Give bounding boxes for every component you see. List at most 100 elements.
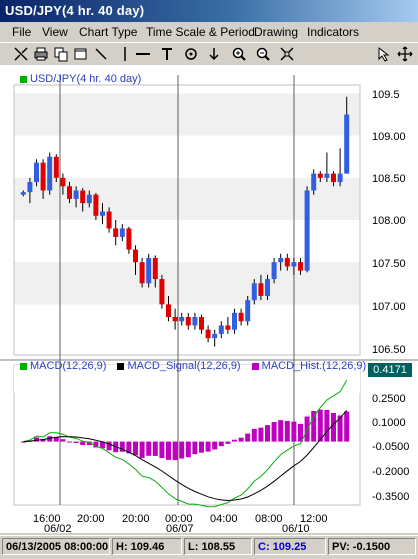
status-pv: PV: -0.1500 — [328, 538, 416, 555]
macd-last-value: 0.4171 — [368, 363, 412, 377]
candle-body — [185, 317, 191, 326]
candle-body — [298, 262, 303, 271]
status-high: H: 109.46 — [112, 538, 182, 555]
vertical-line-icon[interactable] — [116, 45, 134, 63]
macd-hist-bar — [225, 441, 231, 444]
macd-hist-bar — [60, 439, 66, 442]
x-tick: 00:00 — [165, 513, 193, 525]
chart-area[interactable]: USD/JPY(4 hr. 40 day) 109.5 109.00 108.5… — [0, 65, 418, 535]
move-icon[interactable] — [396, 45, 414, 63]
macd-hist-bar — [73, 441, 79, 443]
candle-body — [47, 156, 53, 191]
target-icon[interactable] — [182, 45, 200, 63]
candle-body — [172, 317, 178, 322]
candle-body — [271, 262, 277, 280]
copy-icon[interactable] — [52, 45, 70, 63]
menu-file[interactable]: File — [12, 25, 32, 39]
candle-body — [311, 173, 317, 191]
macd-hist-bar — [179, 441, 185, 459]
y-tick: 107.00 — [372, 301, 406, 313]
x-tick: 08:00 — [255, 513, 283, 525]
macd-hist-bar — [47, 436, 53, 442]
crosshair-icon[interactable] — [12, 45, 30, 63]
macd-hist-bar — [106, 441, 112, 451]
macd-bg — [14, 365, 360, 393]
x-date: 06/10 — [282, 523, 310, 535]
macd-hist-bar — [298, 423, 303, 442]
horizontal-line-icon[interactable] — [134, 45, 152, 63]
fit-icon[interactable] — [278, 45, 296, 63]
zoom-in-icon[interactable] — [230, 45, 248, 63]
signal-line — [23, 410, 348, 502]
menu-bar: File View Chart Type Time Scale & Period… — [0, 22, 418, 42]
candle-body — [251, 283, 257, 301]
macd-hist-bar — [172, 441, 178, 461]
menu-time-scale-period[interactable]: Time Scale & Period — [146, 25, 255, 39]
macd-hist-bar — [20, 441, 26, 443]
line-icon[interactable] — [92, 45, 110, 63]
menu-indicators[interactable]: Indicators — [307, 25, 360, 39]
macd-hist-bar — [311, 411, 317, 442]
candle-body — [291, 262, 297, 267]
cursor-icon[interactable] — [374, 45, 392, 63]
candle-body — [331, 173, 336, 183]
candle-body — [53, 156, 59, 178]
macd-hist-bar — [40, 439, 46, 442]
text-icon[interactable] — [158, 45, 176, 63]
candle-body — [60, 177, 66, 187]
macd-hist-bar — [126, 441, 132, 454]
zoom-box-icon[interactable] — [72, 45, 90, 63]
candle-body — [126, 228, 132, 250]
toolbar — [0, 42, 418, 66]
x-tick: 04:00 — [210, 513, 238, 525]
arrow-down-icon[interactable] — [205, 45, 223, 63]
menu-view[interactable]: View — [42, 25, 68, 39]
status-datetime: 06/13/2005 08:00:00 — [2, 538, 110, 555]
macd-hist-bar — [86, 441, 92, 446]
price-legend: USD/JPY(4 hr. 40 day) — [20, 73, 141, 85]
candle-body — [265, 279, 270, 296]
y-tick: 106.50 — [372, 344, 406, 356]
macd-hist-bar — [331, 412, 336, 442]
candle-body — [284, 257, 290, 267]
candle-body — [317, 173, 323, 178]
macd-hist-bar — [212, 441, 218, 450]
candle-body — [166, 304, 171, 318]
y-tick: 109.00 — [372, 131, 406, 143]
candle-body — [179, 317, 185, 322]
macd-legend-swatch — [20, 362, 27, 370]
candle-body — [304, 190, 310, 271]
macd-hist-bar — [166, 441, 171, 460]
macd-hist-bar — [258, 427, 264, 442]
macd-hist-bar — [185, 441, 191, 458]
macd-hist-bar — [278, 420, 284, 442]
candle-body — [159, 279, 165, 305]
status-low: L: 108.55 — [184, 538, 252, 555]
candle-body — [238, 312, 244, 322]
menu-drawing[interactable]: Drawing — [254, 25, 299, 39]
candle-body — [100, 211, 105, 216]
candle-body — [20, 192, 26, 195]
candle-body — [73, 190, 79, 199]
candle-body — [344, 114, 350, 174]
macd-y-tick: -0.3500 — [372, 491, 410, 503]
print-icon[interactable] — [32, 45, 50, 63]
candle-body — [133, 249, 138, 263]
macd-hist-bar — [139, 441, 145, 459]
status-close: C: 109.25 — [254, 538, 326, 555]
macd-hist-bar — [100, 441, 105, 449]
zoom-out-icon[interactable] — [254, 45, 272, 63]
candle-body — [139, 262, 145, 284]
macd-hist-bar — [152, 441, 158, 456]
macd-hist-bar — [67, 441, 72, 443]
candle-body — [232, 312, 237, 330]
candle-body — [80, 190, 86, 204]
hist-legend-swatch — [251, 362, 259, 370]
title-bar: USD/JPY(4 hr. 40 day) — [0, 0, 418, 22]
signal-legend-swatch — [117, 362, 125, 370]
menu-chart-type[interactable]: Chart Type — [79, 25, 138, 39]
candle-body — [106, 211, 112, 229]
macd-hist-bar — [251, 428, 257, 442]
candle-body — [337, 173, 343, 183]
macd-legend-label: MACD(12,26,9) — [30, 360, 107, 372]
